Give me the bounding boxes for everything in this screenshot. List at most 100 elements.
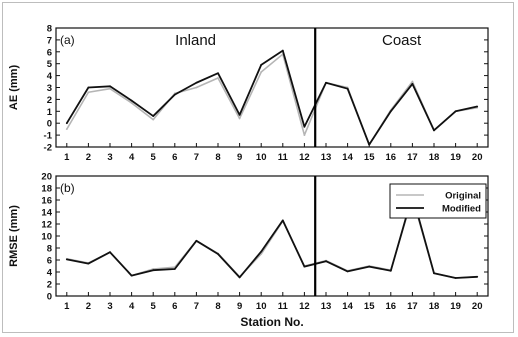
panel-a-xtick-label: 6 <box>172 152 177 163</box>
panel-a-series-original-point <box>195 86 198 89</box>
panel-b-xtick-label: 6 <box>172 301 177 312</box>
panel-a-series-modified-point <box>152 115 155 117</box>
panel-b-legend-label-modified: Modified <box>442 204 481 215</box>
panel-b-series-modified-point <box>303 265 306 268</box>
panel-a-series-original-point <box>109 87 111 90</box>
panel-b-xtick-label: 10 <box>256 301 267 312</box>
panel-b-series-modified-point <box>433 272 435 275</box>
panel-a-xtick-label: 5 <box>151 152 157 163</box>
panel-a-series-original-point <box>411 80 414 83</box>
panel-a-xtick-label: 4 <box>129 152 135 163</box>
panel-a-series-modified-point <box>173 93 176 96</box>
panel-b-xtick-label: 20 <box>472 301 483 312</box>
panel-a-xtick-label: 8 <box>215 152 220 163</box>
panel-a-series-modified-point <box>389 110 392 113</box>
panel-b-series-modified-point <box>476 275 479 278</box>
panel-a-series-modified-point <box>130 99 133 102</box>
panel-a-xtick-label: 3 <box>107 152 112 163</box>
panel-a-panel-label: (a) <box>60 33 75 47</box>
panel-a-series-modified-point <box>325 81 327 84</box>
panel-a-xtick-label: 18 <box>429 152 440 163</box>
panel-b-xtick-label: 18 <box>429 301 440 312</box>
panel-b-xtick-label: 1 <box>64 301 70 312</box>
panel-a-series-modified-point <box>238 113 241 116</box>
panel-b-xtick-label: 16 <box>386 301 397 312</box>
panel-a-xtick-label: 19 <box>450 152 461 163</box>
panel-a-series-modified-point <box>65 122 68 125</box>
panel-a-ytick-label: 3 <box>47 83 52 94</box>
panel-a-axes-box <box>55 27 489 148</box>
panel-a-ytick-label: 8 <box>47 24 52 35</box>
panel-b-series-modified-point <box>454 277 457 279</box>
panel-a-series-original-point <box>217 77 219 79</box>
panel-b-series-modified-point <box>238 276 241 279</box>
panel-a-ytick-label: 2 <box>47 95 52 106</box>
panel-b-ytick-label: 16 <box>41 196 52 207</box>
panel-a-series-original-point <box>130 102 133 104</box>
panel-b-series-modified-point <box>152 269 155 272</box>
panel-a-series-modified-point <box>303 125 306 128</box>
panel-b-xtick-label: 11 <box>278 301 289 312</box>
panel-a-series-original-line <box>66 53 478 146</box>
panel-b-legend-box <box>389 183 487 219</box>
panel-a-series-original-point <box>87 91 90 94</box>
panel-b-ytick-label: 0 <box>47 292 52 303</box>
panel-b-series-modified-point <box>65 258 68 261</box>
panel-a-ytick-label: 4 <box>47 71 53 82</box>
panel-a-xtick-label: 1 <box>64 152 70 163</box>
panel-b-xtick-label: 13 <box>321 301 332 312</box>
panel-b-xtick-label: 19 <box>450 301 461 312</box>
panel-a-series-modified-line <box>66 49 478 146</box>
panel-a-ytick-label: 5 <box>47 59 53 70</box>
panel-b-ytick-label: 12 <box>41 220 52 231</box>
panel-b-series-modified-point <box>130 274 133 277</box>
panel-a-series-original-point <box>152 118 155 121</box>
panel-b-series-modified-point <box>368 265 371 268</box>
panel-a-series-modified-point <box>368 143 371 146</box>
panel-a-xtick-label: 11 <box>278 152 289 163</box>
panel-b-x-axis-label: Station No. <box>240 315 303 329</box>
panel-a-ytick-label: 6 <box>47 47 52 58</box>
panel-b-xtick-label: 14 <box>342 301 353 312</box>
panel-b-ytick-label: 14 <box>41 208 52 219</box>
panel-b-xtick-label: 4 <box>129 301 135 312</box>
panel-b-xtick-label: 5 <box>151 301 157 312</box>
panel-b-panel-label: (b) <box>60 181 75 195</box>
panel-a-series-modified-point <box>433 129 435 132</box>
panel-a-series-modified-point <box>411 83 414 85</box>
panel-a-xtick-label: 16 <box>386 152 397 163</box>
panel-b-ytick-label: 2 <box>47 280 52 291</box>
panel-a-xtick-label: 14 <box>342 152 353 163</box>
panel-a-xtick-label: 7 <box>194 152 199 163</box>
panel-a-series-modified-point <box>109 85 111 88</box>
panel-b-xtick-label: 3 <box>107 301 112 312</box>
panel-b-series-modified-point <box>109 251 111 254</box>
panel-a-series-modified-point <box>454 110 457 113</box>
panel-a-ytick-label: 1 <box>47 107 53 118</box>
panel-b-series-modified-point <box>260 250 263 253</box>
panel-b-ytick-label: 20 <box>41 172 52 183</box>
panel-a-series-original-point <box>238 117 241 120</box>
panel-a-ytick-label: -1 <box>44 131 53 142</box>
panel-a-series-modified-point <box>87 86 90 89</box>
panel-a-region-label-inland: Inland <box>175 32 216 49</box>
panel-a-series-modified-point <box>260 63 263 66</box>
panel-b-ytick-label: 4 <box>47 268 53 279</box>
panel-b-series-modified-point <box>217 253 219 255</box>
panel-b-xtick-label: 2 <box>86 301 91 312</box>
panel-b-series-modified-point <box>346 270 349 273</box>
panel-a-region-label-coast: Coast <box>382 32 422 49</box>
panel-a-xtick-label: 2 <box>86 152 91 163</box>
panel-b-xtick-label: 8 <box>215 301 220 312</box>
panel-a-ytick-label: 0 <box>47 119 52 130</box>
panel-b-series-modified-point <box>281 219 284 222</box>
panel-a-xtick-label: 15 <box>364 152 375 163</box>
panel-b-y-axis-label: RMSE (mm) <box>8 205 20 267</box>
panel-a-series-modified-point <box>217 72 219 75</box>
panel-b-legend-label-original: Original <box>445 191 481 202</box>
panel-b-xtick-label: 12 <box>299 301 310 312</box>
panel-a-xtick-label: 20 <box>472 152 483 163</box>
panel-b-ytick-label: 10 <box>41 232 52 243</box>
panel-a-series-original-point <box>260 71 263 73</box>
